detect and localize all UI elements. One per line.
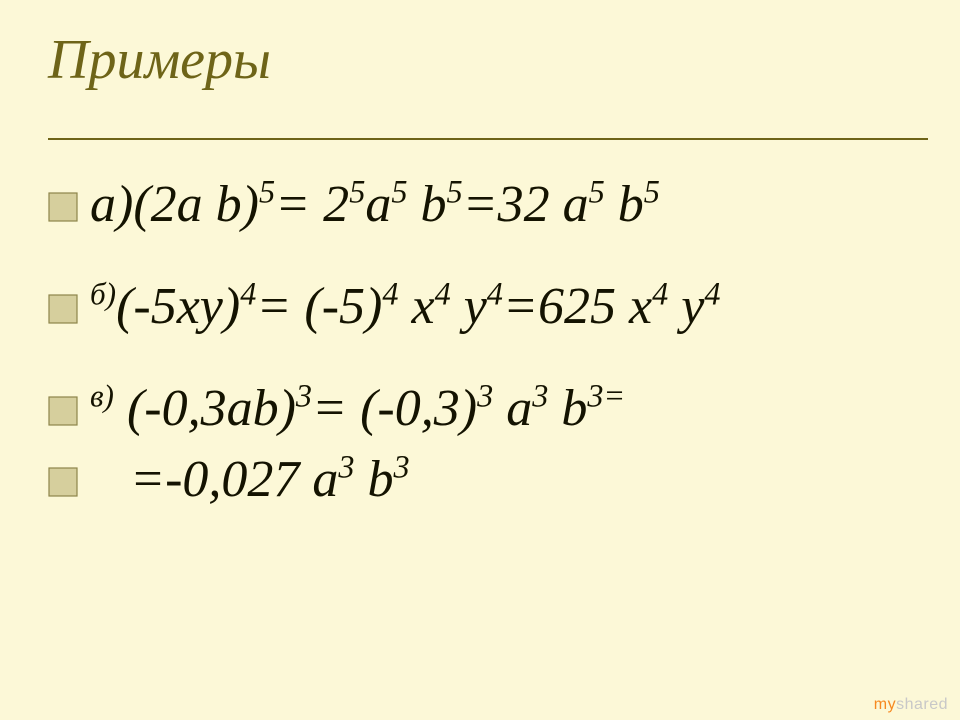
exponent: 5	[589, 173, 605, 209]
list-item: б)(-5xy)4= (-5)4 x4 y4=625 x4 y4	[48, 276, 920, 338]
exponent: 3	[338, 448, 354, 484]
slide-title: Примеры	[48, 30, 920, 106]
math-text: =32 a	[463, 176, 589, 233]
math-text: x	[398, 278, 434, 335]
watermark-right: shared	[896, 696, 948, 713]
square-bullet-icon	[48, 396, 78, 426]
math-line: б)(-5xy)4= (-5)4 x4 y4=625 x4 y4	[90, 276, 720, 338]
math-text: a	[493, 380, 532, 437]
item-label: а)	[90, 176, 133, 233]
item-label: в)	[90, 379, 114, 414]
exponent: 5	[446, 173, 462, 209]
list-item: а)(2a b)5= 25a5 b5=32 a5 b5	[48, 174, 920, 236]
math-text: b	[355, 451, 394, 508]
exponent: 3	[532, 378, 548, 414]
watermark: myshared	[874, 696, 948, 714]
exponent: 3	[394, 448, 410, 484]
item-label: б)	[90, 277, 116, 312]
exponent: 5	[644, 173, 660, 209]
math-line: а)(2a b)5= 25a5 b5=32 a5 b5	[90, 174, 660, 236]
math-line: в) (-0,3ab)3= (-0,3)3 a3 b3=	[90, 378, 625, 440]
math-text: b	[407, 176, 446, 233]
square-bullet-icon	[48, 294, 78, 324]
exponent: 3	[296, 378, 312, 414]
exponent: 3	[477, 378, 493, 414]
exponent: 5	[349, 173, 365, 209]
square-bullet-icon	[48, 192, 78, 222]
math-text: (-5xy)	[116, 278, 240, 335]
exponent: 5	[259, 173, 275, 209]
watermark-left: my	[874, 696, 896, 713]
list-item: =-0,027 a3 b3	[48, 449, 920, 511]
list-item: в) (-0,3ab)3= (-0,3)3 a3 b3=	[48, 378, 920, 440]
math-text: y	[451, 278, 487, 335]
math-text: b	[548, 380, 587, 437]
square-bullet-icon	[48, 467, 78, 497]
math-text: =625 x	[503, 278, 652, 335]
title-underline	[48, 138, 928, 140]
math-text: = (-0,3)	[312, 380, 477, 437]
exponent: 4	[382, 276, 398, 312]
math-text: (2a b)	[133, 176, 259, 233]
exponent: 3=	[587, 378, 625, 414]
math-text: = 2	[275, 176, 349, 233]
exponent: 5	[391, 173, 407, 209]
math-line: =-0,027 a3 b3	[90, 449, 410, 511]
math-text: = (-5)	[256, 278, 382, 335]
math-text: (-0,3ab)	[114, 380, 296, 437]
slide: Примеры а)(2a b)5= 25a5 b5=32 a5 b5б)(-5…	[0, 0, 960, 720]
exponent: 4	[704, 276, 720, 312]
math-text: a	[365, 176, 391, 233]
exponent: 4	[435, 276, 451, 312]
exponent: 4	[652, 276, 668, 312]
exponent: 4	[487, 276, 503, 312]
bullet-list: а)(2a b)5= 25a5 b5=32 a5 b5б)(-5xy)4= (-…	[48, 174, 920, 512]
math-text: y	[668, 278, 704, 335]
math-text: b	[605, 176, 644, 233]
math-text: =-0,027 a	[130, 451, 338, 508]
exponent: 4	[240, 276, 256, 312]
